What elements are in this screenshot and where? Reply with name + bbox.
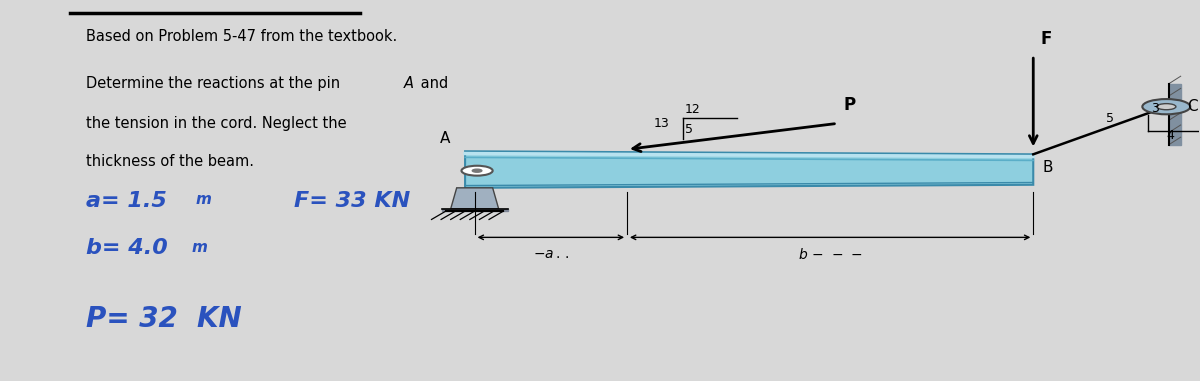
Text: 13: 13 [653, 117, 670, 130]
Text: b= 4.0: b= 4.0 [86, 238, 168, 258]
Polygon shape [451, 188, 499, 209]
Circle shape [1157, 104, 1176, 110]
Text: $b\,-\,-\,-$: $b\,-\,-\,-$ [798, 247, 863, 262]
Text: $-a\,.\,.$: $-a\,.\,.$ [533, 247, 569, 261]
Text: C: C [1187, 99, 1198, 114]
Text: Determine the reactions at the pin: Determine the reactions at the pin [86, 76, 346, 91]
Text: thickness of the beam.: thickness of the beam. [86, 154, 254, 169]
Text: 5: 5 [684, 123, 692, 136]
Text: 4: 4 [1166, 129, 1174, 142]
Polygon shape [1169, 84, 1181, 145]
Text: m: m [192, 240, 208, 255]
Text: and: and [416, 76, 448, 91]
Text: A: A [404, 76, 414, 91]
Text: B: B [1043, 160, 1054, 175]
Text: F= 33 KN: F= 33 KN [294, 190, 410, 210]
Text: A: A [440, 131, 451, 146]
Text: the tension in the cord. Neglect the: the tension in the cord. Neglect the [86, 116, 347, 131]
Circle shape [462, 166, 493, 176]
Text: P: P [844, 96, 856, 114]
Text: F: F [1040, 30, 1052, 48]
Circle shape [473, 169, 482, 172]
Circle shape [1142, 99, 1190, 114]
Text: m: m [196, 192, 211, 207]
Polygon shape [442, 209, 508, 211]
Text: 5: 5 [1106, 112, 1115, 125]
Polygon shape [466, 151, 1033, 188]
Text: 12: 12 [684, 103, 701, 116]
Text: a= 1.5: a= 1.5 [86, 190, 167, 210]
Text: Based on Problem 5-47 from the textbook.: Based on Problem 5-47 from the textbook. [86, 29, 397, 43]
Text: P= 32  KN: P= 32 KN [86, 305, 242, 333]
Text: 3: 3 [1151, 102, 1159, 115]
